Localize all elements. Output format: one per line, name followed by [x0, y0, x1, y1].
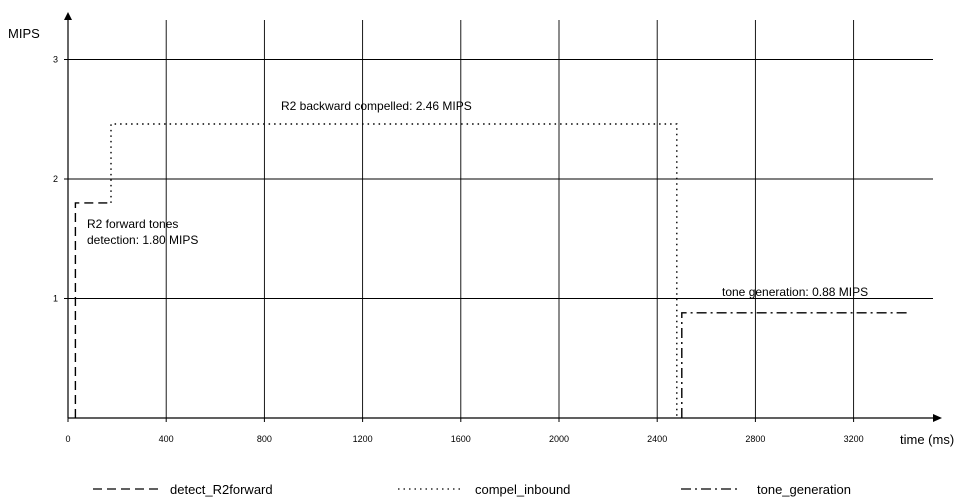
x-tick-label: 2800 [745, 434, 765, 444]
legend-label-compel: compel_inbound [475, 482, 570, 497]
annotation-tone: tone generation: 0.88 MIPS [722, 285, 868, 299]
legend-item-tone: tone_generation [681, 482, 851, 497]
axes [64, 12, 942, 422]
annotation-compelled: R2 backward compelled: 2.46 MIPS [281, 99, 472, 113]
legend-label-tone: tone_generation [757, 482, 851, 497]
grid [68, 20, 933, 418]
y-axis-label: MIPS [8, 26, 40, 41]
annotation-forward-line2: detection: 1.80 MIPS [87, 233, 198, 247]
x-tick-label: 1200 [353, 434, 373, 444]
y-axis-arrow [64, 12, 72, 20]
x-tick-label: 1600 [451, 434, 471, 444]
series-line-compel_inbound [110, 123, 678, 418]
series [74, 123, 908, 418]
x-axis-label: time (ms) [900, 432, 954, 447]
x-tick-label: 3200 [844, 434, 864, 444]
series-line-detect_R2forward [74, 202, 111, 418]
x-tick-label: 2400 [647, 434, 667, 444]
x-tick-label: 2000 [549, 434, 569, 444]
y-tick-label: 2 [53, 174, 58, 184]
x-tick-label: 800 [257, 434, 272, 444]
x-tick-label: 400 [159, 434, 174, 444]
legend: detect_R2forward compel_inbound tone_gen… [93, 482, 851, 497]
legend-label-detect: detect_R2forward [170, 482, 273, 497]
y-tick-label: 3 [53, 55, 58, 65]
x-axis-arrow [933, 414, 942, 422]
annotation-forward-line1: R2 forward tones [87, 217, 178, 231]
series-line-tone_generation [681, 312, 908, 418]
x-tick-label: 0 [65, 434, 70, 444]
y-tick-label: 1 [53, 294, 58, 304]
legend-item-detect: detect_R2forward [93, 482, 273, 497]
tick-labels: 0 400 800 1200 1600 2000 2400 2800 3200 1 2 3 [53, 55, 864, 445]
legend-item-compel: compel_inbound [398, 482, 570, 497]
